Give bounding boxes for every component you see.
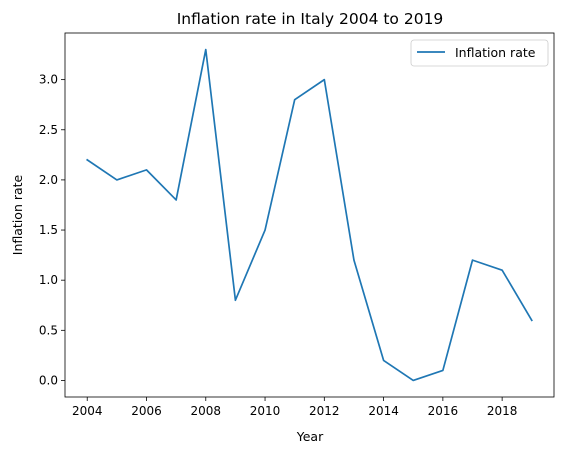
y-tick-label: 1.5 [39, 223, 58, 237]
x-axis-label: Year [296, 429, 324, 444]
x-tick-label: 2018 [487, 404, 518, 418]
legend-box [410, 39, 549, 67]
x-tick-label: 2006 [131, 404, 162, 418]
y-axis-label: Inflation rate [10, 174, 25, 255]
y-tick-label: 2.5 [39, 123, 58, 137]
legend-label-inflation-rate: Inflation rate [455, 45, 536, 60]
y-tick-label: 1.0 [39, 273, 58, 287]
y-tick-label: 0.0 [39, 373, 58, 387]
x-tick-label: 2008 [190, 404, 221, 418]
y-tick-label: 2.0 [39, 173, 58, 187]
x-tick-label: 2012 [309, 404, 340, 418]
x-axis: 2004 2006 2008 2010 2012 2014 2016 2018 [72, 397, 517, 418]
x-tick-label: 2014 [368, 404, 399, 418]
chart-title: Inflation rate in Italy 2004 to 2019 [177, 10, 444, 28]
series-line-0 [86, 48, 533, 382]
plot-area [64, 32, 555, 398]
y-tick-label: 0.5 [39, 323, 58, 337]
x-tick-label: 2016 [428, 404, 459, 418]
y-axis: 0.0 0.5 1.0 1.5 2.0 2.5 3.0 [39, 73, 65, 387]
x-tick-label: 2004 [72, 404, 103, 418]
y-tick-label: 3.0 [39, 73, 58, 87]
legend: Inflation rate [410, 39, 549, 67]
series-layer [86, 48, 533, 382]
x-tick-label: 2010 [250, 404, 281, 418]
